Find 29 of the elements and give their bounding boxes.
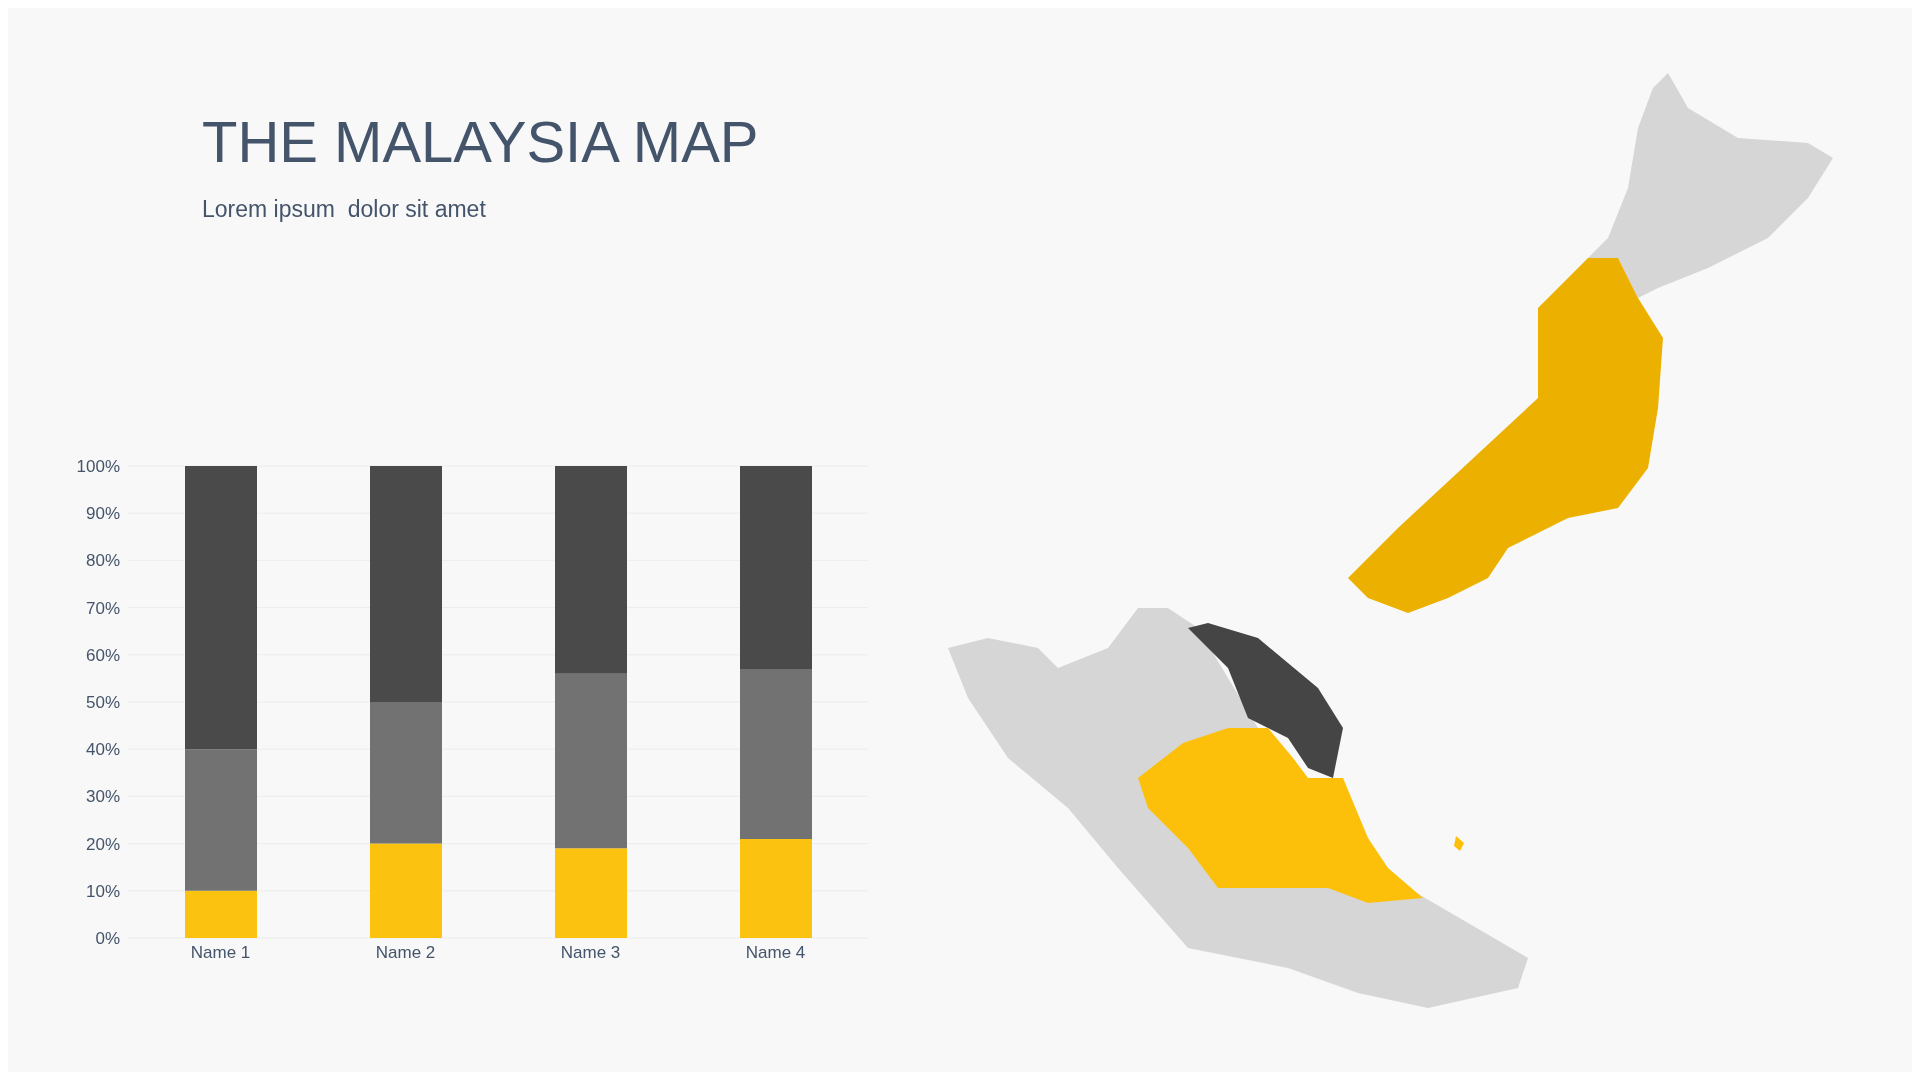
y-tick-label: 100% bbox=[76, 457, 120, 477]
bar bbox=[555, 673, 627, 849]
y-tick-label: 0% bbox=[95, 929, 120, 949]
bar bbox=[740, 466, 812, 669]
y-tick-label: 90% bbox=[85, 504, 120, 524]
bar bbox=[370, 843, 442, 938]
bar bbox=[370, 702, 442, 844]
chart-title: THE MALAYSIA MAP bbox=[202, 108, 759, 175]
y-tick-label: 70% bbox=[85, 598, 120, 618]
bar bbox=[370, 466, 442, 702]
y-tick-label: 30% bbox=[85, 787, 120, 807]
y-tick-label: 40% bbox=[85, 740, 120, 760]
x-tick-label: Name 1 bbox=[190, 943, 251, 963]
y-tick-label: 10% bbox=[85, 881, 120, 901]
chart-subtitle: Lorem ipsum dolor sit amet bbox=[202, 196, 486, 223]
y-tick-label: 20% bbox=[85, 834, 120, 854]
x-tick-label: Name 3 bbox=[560, 943, 621, 963]
bar bbox=[740, 668, 812, 839]
bar bbox=[185, 466, 257, 750]
bar bbox=[555, 466, 627, 674]
bar bbox=[555, 848, 627, 938]
x-tick-label: Name 2 bbox=[375, 943, 436, 963]
bar bbox=[185, 749, 257, 891]
bar bbox=[185, 890, 257, 938]
bar bbox=[740, 838, 812, 938]
y-tick-label: 60% bbox=[85, 645, 120, 665]
y-tick-label: 80% bbox=[85, 551, 120, 571]
y-tick-label: 50% bbox=[85, 693, 120, 713]
x-tick-label: Name 4 bbox=[745, 943, 806, 963]
